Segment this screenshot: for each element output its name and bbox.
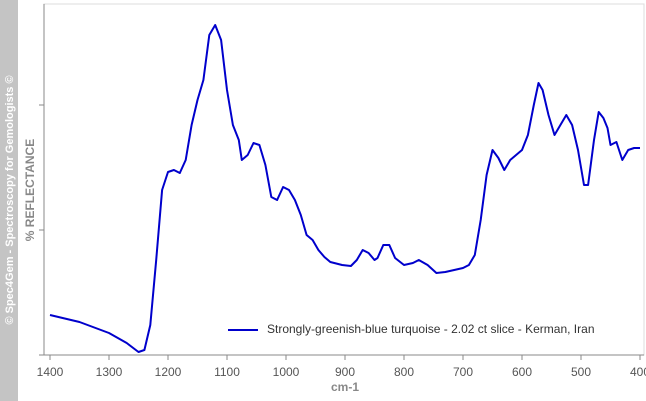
spectrum-line <box>49 24 640 353</box>
x-tick-label: 700 <box>453 365 473 379</box>
x-tick-label: 500 <box>571 365 591 379</box>
x-tick-label: 400 <box>630 365 646 379</box>
x-axis-label: cm-1 <box>331 380 359 394</box>
sidebar <box>0 0 18 401</box>
x-tick-label: 1400 <box>37 365 64 379</box>
watermark: © Spec4Gem - Spectroscopy for Gemologist… <box>4 75 16 324</box>
x-tick-label: 600 <box>512 365 532 379</box>
x-tick-label: 1000 <box>273 365 300 379</box>
x-tick-label: 1300 <box>96 365 123 379</box>
x-tick-label: 900 <box>335 365 355 379</box>
x-tick-label: 1200 <box>155 365 182 379</box>
x-tick-label: 1100 <box>214 365 240 379</box>
plot-frame <box>43 3 645 356</box>
legend-label: Strongly-greenish-blue turquoise - 2.02 … <box>267 322 595 336</box>
x-tick-label: 800 <box>394 365 414 379</box>
y-axis-label: % REFLECTANCE <box>23 139 37 241</box>
